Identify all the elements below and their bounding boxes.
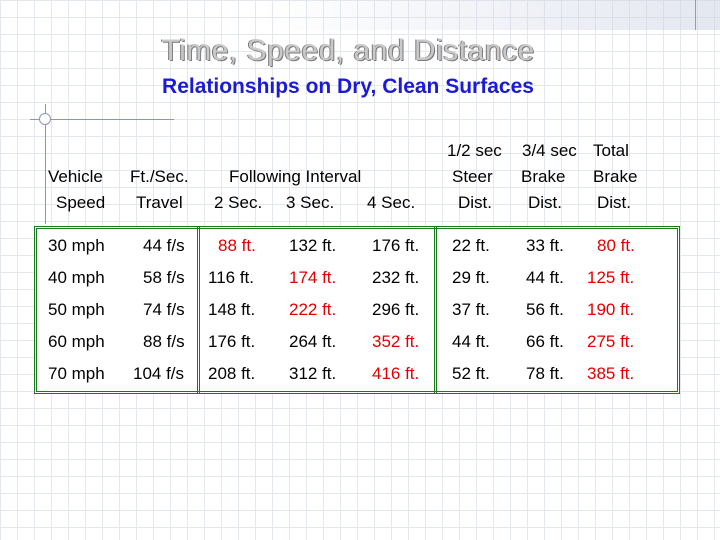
- steer-cell: 52 ft.: [452, 364, 490, 383]
- slide-subtitle: Relationships on Dry, Clean Surfaces: [162, 75, 534, 98]
- brake-cell: 56 ft.: [526, 300, 564, 319]
- table-row: 40 mph 58 f/s 116 ft. 174 ft. 232 ft. 29…: [0, 262, 720, 294]
- brake-cell: 44 ft.: [526, 268, 564, 287]
- two-sec-cell: 88 ft.: [218, 236, 256, 255]
- header-travel: Travel: [136, 193, 183, 212]
- table-row: 30 mph 44 f/s 88 ft. 132 ft. 176 ft. 22 …: [0, 230, 720, 262]
- table-separator-left: [197, 226, 200, 394]
- table-row: 70 mph 104 f/s 208 ft. 312 ft. 416 ft. 5…: [0, 358, 720, 390]
- steer-cell: 37 ft.: [452, 300, 490, 319]
- two-sec-cell: 148 ft.: [208, 300, 256, 319]
- steer-cell: 44 ft.: [452, 332, 490, 351]
- corner-decoration: [260, 0, 720, 30]
- header-vehicle: Vehicle: [48, 167, 103, 186]
- header-3-sec: 3 Sec.: [286, 193, 335, 212]
- slide-title: Time, Speed, and Distance: [161, 34, 535, 67]
- crosshair-horizontal-line: [30, 119, 174, 120]
- table-separator-right: [434, 226, 437, 394]
- steer-cell: 22 ft.: [452, 236, 490, 255]
- table-row: 50 mph 74 f/s 148 ft. 222 ft. 296 ft. 37…: [0, 294, 720, 326]
- total-cell: 190 ft.: [587, 300, 635, 319]
- header-three-quarter-sec: 3/4 sec: [522, 141, 577, 160]
- three-sec-cell: 174 ft.: [289, 268, 337, 287]
- speed-cell: 30 mph: [48, 236, 105, 255]
- header-brake: Brake: [521, 167, 566, 186]
- brake-cell: 78 ft.: [526, 364, 564, 383]
- speed-cell: 50 mph: [48, 300, 105, 319]
- speed-cell: 40 mph: [48, 268, 105, 287]
- data-table-frame: [34, 226, 680, 394]
- four-sec-cell: 296 ft.: [372, 300, 420, 319]
- speed-cell: 70 mph: [48, 364, 105, 383]
- three-sec-cell: 132 ft.: [289, 236, 337, 255]
- header-4-sec: 4 Sec.: [367, 193, 416, 212]
- header-2-sec: 2 Sec.: [214, 193, 263, 212]
- header-steer-dist: Dist.: [458, 193, 492, 212]
- two-sec-cell: 176 ft.: [208, 332, 256, 351]
- fps-cell: 88 f/s: [143, 332, 185, 351]
- header-total: Total: [593, 141, 629, 160]
- four-sec-cell: 176 ft.: [372, 236, 420, 255]
- brake-cell: 33 ft.: [526, 236, 564, 255]
- steer-cell: 29 ft.: [452, 268, 490, 287]
- fps-cell: 44 f/s: [143, 236, 185, 255]
- speed-cell: 60 mph: [48, 332, 105, 351]
- total-cell: 80 ft.: [597, 236, 635, 255]
- brake-cell: 66 ft.: [526, 332, 564, 351]
- three-sec-cell: 312 ft.: [289, 364, 337, 383]
- corner-line: [695, 0, 696, 30]
- crosshair-vertical-line: [45, 104, 46, 224]
- header-speed: Speed: [56, 193, 106, 212]
- fps-cell: 104 f/s: [133, 364, 185, 383]
- total-cell: 125 ft.: [587, 268, 635, 287]
- header-brake-dist: Dist.: [528, 193, 562, 212]
- header-steer: Steer: [452, 167, 493, 186]
- total-cell: 385 ft.: [587, 364, 635, 383]
- header-half-sec: 1/2 sec: [447, 141, 502, 160]
- header-total-dist: Dist.: [597, 193, 631, 212]
- four-sec-cell: 352 ft.: [372, 332, 420, 351]
- header-following-interval: Following Interval: [229, 167, 362, 186]
- crosshair-circle-icon: [39, 113, 51, 125]
- total-cell: 275 ft.: [587, 332, 635, 351]
- three-sec-cell: 222 ft.: [289, 300, 337, 319]
- four-sec-cell: 232 ft.: [372, 268, 420, 287]
- header-total-brake: Brake: [593, 167, 638, 186]
- two-sec-cell: 208 ft.: [208, 364, 256, 383]
- four-sec-cell: 416 ft.: [372, 364, 420, 383]
- three-sec-cell: 264 ft.: [289, 332, 337, 351]
- fps-cell: 58 f/s: [143, 268, 185, 287]
- header-ftsec: Ft./Sec.: [130, 167, 189, 186]
- table-row: 60 mph 88 f/s 176 ft. 264 ft. 352 ft. 44…: [0, 326, 720, 358]
- two-sec-cell: 116 ft.: [208, 268, 254, 287]
- fps-cell: 74 f/s: [143, 300, 185, 319]
